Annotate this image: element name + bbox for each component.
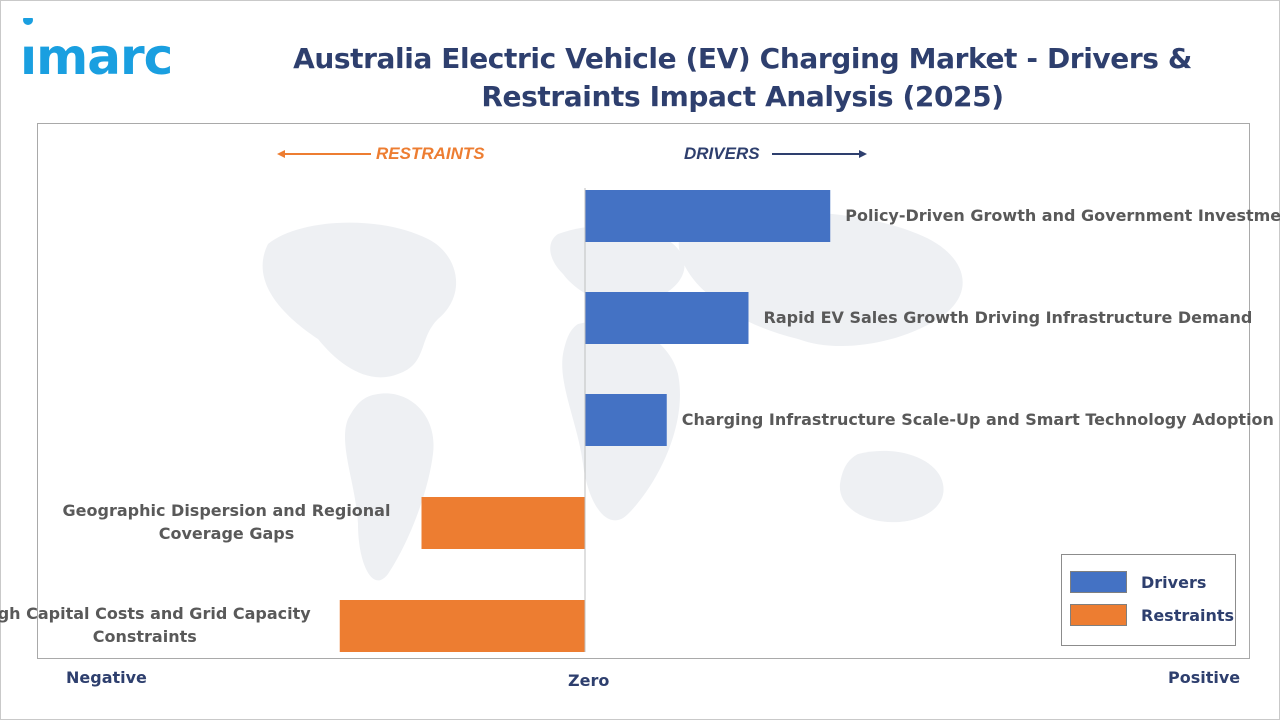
legend-swatch-drivers (1070, 571, 1127, 593)
bar-label-policy: Policy-Driven Growth and Government Inve… (845, 206, 1280, 225)
world-map-watermark (262, 211, 963, 581)
legend: Drivers Restraints (1061, 554, 1236, 646)
legend-item-drivers: Drivers (1070, 570, 1206, 594)
axis-positive-label: Positive (1168, 668, 1241, 687)
bar-infrastructure (585, 394, 667, 446)
legend-swatch-restraints (1070, 604, 1127, 626)
svg-text:ımarc: ımarc (20, 28, 172, 86)
legend-label-restraints: Restraints (1141, 605, 1235, 625)
drivers-arrow-icon (772, 150, 867, 158)
bar-capital-costs (339, 600, 585, 652)
bar-geographic (421, 497, 585, 549)
plot-area (37, 123, 1250, 659)
axis-zero-label: Zero (568, 671, 610, 690)
drivers-direction-label: DRIVERS (684, 144, 760, 163)
bar-policy (585, 190, 831, 242)
bar-label-ev-sales: Rapid EV Sales Growth Driving Infrastruc… (763, 308, 1253, 327)
bar-label-capital-costs: High Capital Costs and Grid Capacity Con… (0, 604, 311, 646)
axis-negative-label: Negative (66, 668, 147, 687)
restraints-direction-label: RESTRAINTS (376, 144, 485, 163)
imarc-logo: ımarc (20, 18, 173, 86)
restraints-arrow-icon (277, 150, 371, 158)
legend-label-drivers: Drivers (1141, 572, 1207, 592)
chart-title: Australia Electric Vehicle (EV) Charging… (293, 42, 1192, 113)
legend-item-restraints: Restraints (1070, 603, 1234, 627)
bar-label-geographic: Geographic Dispersion and Regional Cover… (62, 501, 391, 543)
bar-label-infrastructure: Charging Infrastructure Scale-Up and Sma… (681, 410, 1274, 429)
bar-ev-sales (585, 292, 749, 344)
